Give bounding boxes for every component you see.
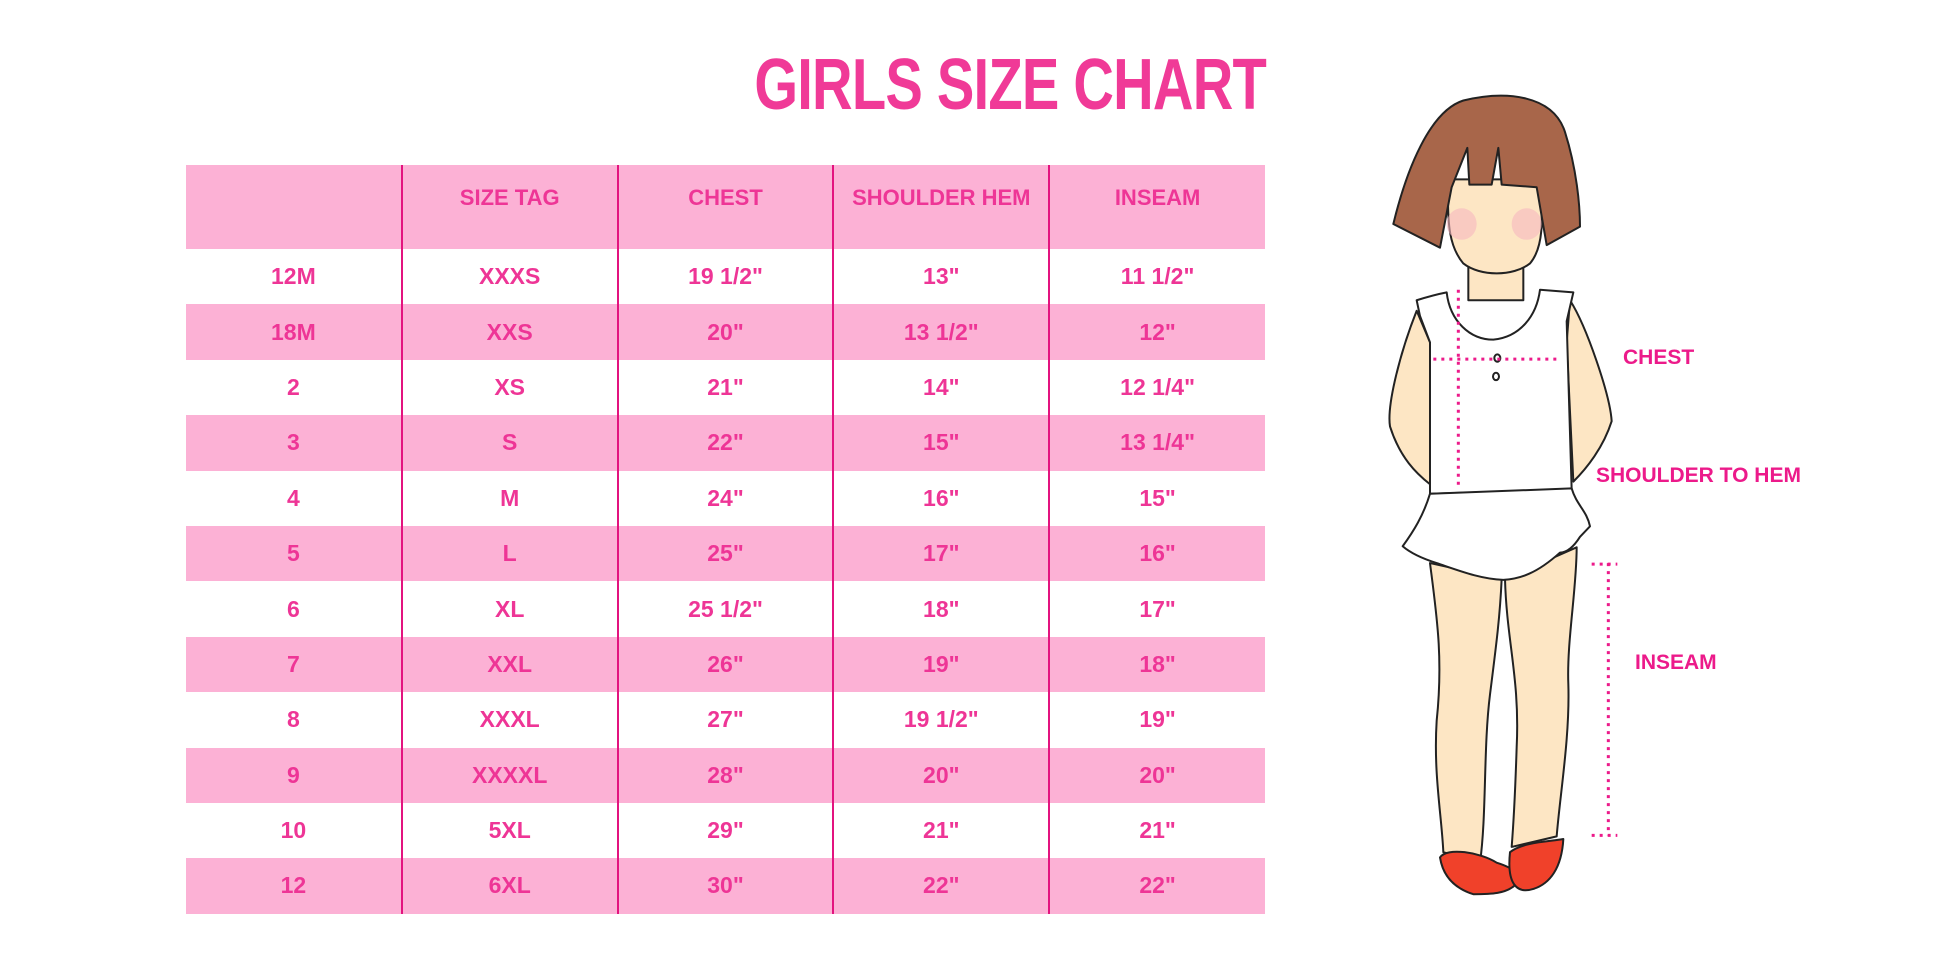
table-cell: 5XL (400, 802, 618, 859)
table-cell: 24" (616, 470, 834, 526)
table-cell: 9 (186, 747, 402, 803)
button-bottom (1493, 373, 1499, 380)
table-cell: 3 (186, 415, 402, 471)
table-row: 4 M 24" 16" 15" (186, 470, 1265, 526)
table-cell: 18" (832, 581, 1050, 637)
table-cell: XXXXL (400, 747, 618, 803)
table-cell: 21" (832, 802, 1050, 859)
chest-label: CHEST (1623, 346, 1695, 369)
table-cell: 19 1/2" (616, 249, 834, 305)
table-row: 7 XXL 26" 19" 18" (186, 636, 1265, 693)
column-header (186, 165, 402, 249)
table-cell: 12M (271, 263, 316, 290)
table-cell: 13 1/2" (832, 304, 1050, 360)
left-cheek (1446, 208, 1477, 240)
table-row: 9 XXXXL 28" 20" 20" (186, 747, 1265, 803)
table-cell: 15" (832, 415, 1050, 471)
table-cell: XL (400, 581, 618, 637)
table-cell: XXXL (400, 692, 618, 748)
table-row: 10 5XL 29" 21" 21" (186, 802, 1265, 859)
table-cell: 22" (616, 415, 834, 471)
table-cell: 17" (832, 525, 1050, 582)
left-shoe (1440, 852, 1518, 895)
table-cell: XS (400, 359, 618, 416)
table-row: 2 XS 21" 14" 12 1/4" (186, 359, 1265, 416)
table-cell: 30" (616, 858, 834, 914)
right-leg (1505, 547, 1577, 847)
table-cell: 5 (186, 525, 402, 582)
table-cell: 18" (1048, 636, 1265, 693)
table-cell: 29" (616, 802, 834, 859)
table-cell: 20" (832, 747, 1050, 803)
table-cell: 2 (287, 373, 300, 400)
table-cell: L (400, 525, 618, 582)
table-cell: 16" (1048, 525, 1265, 582)
table-cell: 20" (1048, 747, 1265, 803)
table-cell: 13 1/4" (1048, 415, 1265, 471)
table-cell: S (400, 415, 618, 471)
column-header: CHEST (616, 165, 834, 249)
table-row: 6 XL 25 1/2" 18" 17" (186, 581, 1265, 637)
table-cell: 12 (186, 858, 402, 914)
table-cell: XXXS (400, 249, 618, 305)
table-cell: 8 (287, 706, 300, 733)
table-cell: 16" (832, 470, 1050, 526)
table-cell: 7 (186, 636, 402, 693)
table-cell: 19 1/2" (832, 692, 1050, 748)
table-cell: XXL (400, 636, 618, 693)
hair (1393, 96, 1580, 248)
table-cell: 21" (616, 359, 834, 416)
table-cell: 13" (832, 249, 1050, 305)
page-title: GIRLS SIZE CHART (754, 45, 1266, 125)
table-cell: 19" (832, 636, 1050, 693)
size-chart-table: SIZE TAG CHEST SHOULDER HEM INSEAM 12M XXXS 1… (186, 165, 1265, 914)
table-cell: 4 (287, 484, 300, 511)
girl-figure-illustration (1380, 90, 1860, 910)
right-shoe (1509, 839, 1563, 890)
table-cell: 19" (1048, 692, 1265, 748)
table-cell: 27" (616, 692, 834, 748)
table-row: 12M XXXS 19 1/2" 13" 11 1/2" (186, 249, 1265, 305)
shirt (1417, 290, 1574, 494)
table-cell: 25" (616, 525, 834, 582)
left-leg (1430, 563, 1502, 863)
table-cell: 20" (616, 304, 834, 360)
inseam-label: INSEAM (1635, 651, 1717, 674)
table-cell: 22" (832, 858, 1050, 914)
table-cell: 17" (1048, 581, 1265, 637)
column-header: SHOULDER HEM (832, 165, 1050, 249)
table-cell: 12 1/4" (1048, 359, 1265, 416)
table-cell: 14" (832, 359, 1050, 416)
table-cell: 15" (1048, 470, 1265, 526)
table-row: 8 XXXL 27" 19 1/2" 19" (186, 692, 1265, 748)
table-row: 18M XXS 20" 13 1/2" 12" (186, 304, 1265, 360)
table-cell: 12" (1048, 304, 1265, 360)
skirt (1403, 488, 1590, 579)
column-header: SIZE TAG (400, 165, 618, 249)
table-cell: 10 (280, 817, 307, 844)
table-cell: 26" (616, 636, 834, 693)
table-row: 12 6XL 30" 22" 22" (186, 858, 1265, 914)
table-cell: 18M (186, 304, 402, 360)
table-cell: 28" (616, 747, 834, 803)
table-header-row: SIZE TAG CHEST SHOULDER HEM INSEAM (186, 165, 1265, 249)
shoulder-to-hem-label: SHOULDER TO HEM (1596, 464, 1801, 487)
table-cell: 6 (287, 595, 300, 622)
left-arm (1389, 311, 1430, 484)
table-cell: 22" (1048, 858, 1265, 914)
table-cell: 11 1/2" (1048, 249, 1265, 305)
table-cell: 6XL (400, 858, 618, 914)
column-header: INSEAM (1048, 165, 1265, 249)
table-row: 5 L 25" 17" 16" (186, 525, 1265, 582)
right-cheek (1511, 208, 1542, 240)
right-arm (1567, 300, 1612, 481)
table-row: 3 S 22" 15" 13 1/4" (186, 415, 1265, 471)
table-cell: 25 1/2" (616, 581, 834, 637)
table-cell: 21" (1048, 802, 1265, 859)
table-cell: XXS (400, 304, 618, 360)
table-cell: M (400, 470, 618, 526)
